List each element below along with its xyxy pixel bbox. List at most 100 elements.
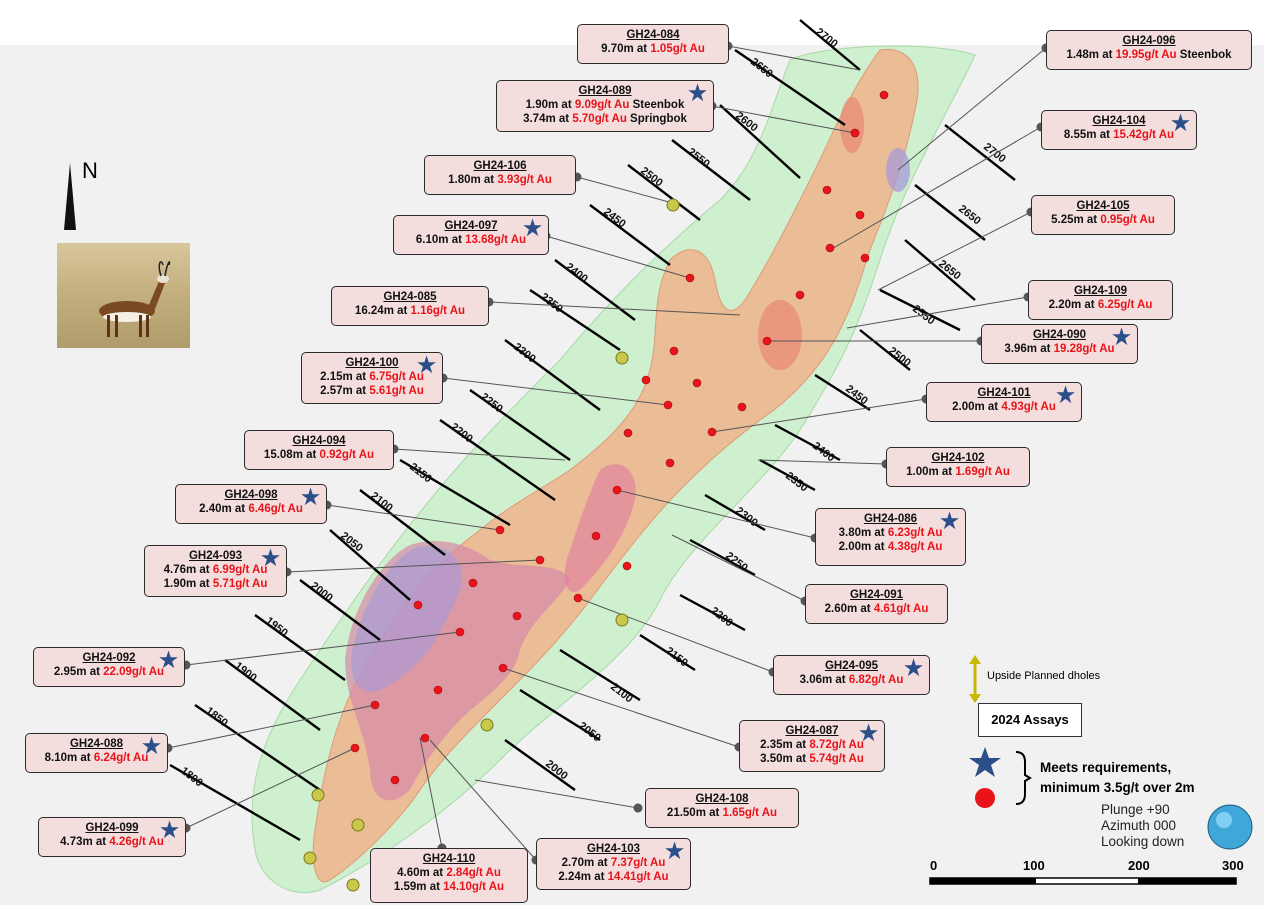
- intercept-width: 8.10m at: [44, 752, 94, 764]
- leader-line: [576, 176, 681, 206]
- intercept-line: 21.50m at 1.65g/t Au: [652, 806, 792, 820]
- star-icon: ★: [142, 735, 161, 758]
- hole-id: GH24-100: [345, 357, 399, 369]
- assay-intercept-dot: [822, 185, 832, 195]
- intercept-width: 2.15m at: [320, 371, 370, 383]
- hole-id: GH24-094: [292, 435, 346, 447]
- section-label: 2000: [543, 758, 570, 783]
- drillhole-callout: GH24-104 8.55m at 15.42g/t Au ★: [1041, 110, 1197, 150]
- drillhole-callout: GH24-088 8.10m at 6.24g/t Au ★: [25, 733, 168, 773]
- leader-line: [185, 631, 461, 666]
- drillhole-callout: GH24-093 4.76m at 6.99g/t Au 1.90m at 5.71…: [144, 545, 287, 597]
- section-label: 2050: [338, 530, 365, 555]
- section-label: 1950: [263, 615, 290, 640]
- intercept-line: 15.08m at 0.92g/t Au: [251, 448, 387, 462]
- intercept-grade: 5.74g/t Au: [809, 753, 864, 765]
- leader-line: [442, 377, 669, 406]
- intercept-line: 3.06m at 6.82g/t Au: [780, 673, 923, 687]
- leader-line: [711, 105, 856, 134]
- leader-line: [829, 126, 1042, 251]
- intercept-line: 2.40m at 6.46g/t Au: [182, 502, 320, 516]
- drillhole-callout: GH24-084 9.70m at 1.05g/t Au: [577, 24, 729, 64]
- drillhole-callout: GH24-097 6.10m at 13.68g/t Au ★: [393, 215, 549, 255]
- assay-intercept-dot: [413, 600, 423, 610]
- intercept-grade: 22.09g/t Au: [103, 666, 165, 678]
- drillhole-callout: GH24-109 2.20m at 6.25g/t Au: [1028, 280, 1173, 320]
- intercept-grade: 1.05g/t Au: [650, 43, 705, 55]
- plunge-label: Plunge +90: [1101, 802, 1170, 817]
- intercept-grade: 6.23g/t Au: [887, 527, 943, 539]
- star-icon: ★: [904, 657, 923, 680]
- leader-anchor: [633, 803, 643, 813]
- intercept-width: 4.60m at: [397, 867, 447, 879]
- leader-line: [577, 597, 774, 673]
- intercept-grade: 0.95g/t Au: [1100, 214, 1155, 226]
- intercept-line: 4.73m at 4.26g/t Au: [45, 835, 179, 849]
- intercept-width: 3.80m at: [838, 527, 888, 539]
- assay-intercept-dot: [390, 775, 400, 785]
- north-arrow: N: [60, 158, 110, 238]
- intercept-line: 2.60m at 4.61g/t Au: [812, 602, 941, 616]
- intercept-width: 2.57m at: [320, 385, 370, 397]
- section-line: [469, 389, 571, 461]
- intercept-width: 1.59m at: [393, 881, 444, 893]
- assay-intercept-dot: [622, 561, 632, 571]
- red-dot-legend-icon: [975, 788, 995, 808]
- section-line: [704, 493, 766, 532]
- leader-line: [727, 45, 861, 71]
- section-line: [299, 579, 381, 641]
- hole-id: GH24-093: [188, 550, 243, 562]
- intercept-grade: 5.70g/t Au: [572, 113, 627, 125]
- planned-hole-collar: [666, 198, 680, 212]
- intercept-line: 2.35m at 8.72g/t Au: [746, 738, 878, 752]
- star-icon: ★: [261, 547, 280, 570]
- hole-id: GH24-106: [473, 160, 527, 172]
- zone-name: Steenbok: [629, 99, 685, 111]
- intercept-line: 8.10m at 6.24g/t Au: [32, 751, 161, 765]
- star-icon: ★: [523, 217, 542, 240]
- section-line: [504, 739, 576, 791]
- intercept-line: 2.15m at 6.75g/t Au: [308, 370, 436, 384]
- intercept-line: 2.57m at 5.61g/t Au: [308, 384, 436, 398]
- drillhole-callout: GH24-090 3.96m at 19.28g/t Au ★: [981, 324, 1138, 364]
- intercept-grade: 1.65g/t Au: [722, 807, 778, 819]
- intercept-line: 3.74m at 5.70g/t Au Springbok: [503, 112, 707, 126]
- section-label: 2700: [813, 26, 840, 51]
- intercept-width: 21.50m at: [666, 807, 723, 819]
- section-line: [554, 259, 636, 321]
- leader-line: [393, 448, 566, 461]
- intercept-line: 2.24m at 14.41g/t Au: [543, 870, 684, 884]
- section-line: [439, 419, 556, 501]
- assay-intercept-dot: [420, 733, 430, 743]
- assay-intercept-dot: [455, 627, 465, 637]
- hole-id: GH24-098: [224, 489, 278, 501]
- section-label: 2350: [783, 470, 810, 495]
- intercept-grade: 4.93g/t Au: [1001, 401, 1056, 413]
- assays-2024-box: 2024 Assays: [978, 703, 1082, 737]
- intercept-line: 16.24m at 1.16g/t Au: [338, 304, 482, 318]
- intercept-width: 2.70m at: [561, 857, 611, 869]
- section-line: [519, 688, 601, 742]
- scale-segment-1: [930, 878, 1036, 884]
- scale-segment-3: [1138, 878, 1236, 884]
- leader-line: [167, 704, 376, 749]
- hole-id: GH24-091: [849, 589, 904, 601]
- north-label: N: [82, 158, 98, 183]
- section-line: [774, 423, 841, 462]
- intercept-line: 5.25m at 0.95g/t Au: [1038, 213, 1168, 227]
- planned-hole-collar: [346, 878, 360, 892]
- intercept-width: 1.90m at: [525, 99, 575, 111]
- hole-id: GH24-109: [1073, 285, 1128, 297]
- star-icon: ★: [1112, 326, 1131, 349]
- leader-line: [545, 235, 691, 279]
- intercept-line: 1.90m at 9.09g/t Au Steenbok: [503, 98, 707, 112]
- meets-requirements-text: Meets requirements, minimum 3.5g/t over …: [1040, 758, 1195, 798]
- high-grade-pod-north: [758, 300, 802, 370]
- leader-line: [326, 504, 501, 531]
- intercept-grade: 3.93g/t Au: [497, 174, 552, 186]
- assay-intercept-dot: [850, 128, 860, 138]
- hole-id: GH24-096: [1122, 35, 1176, 47]
- hole-id: GH24-085: [383, 291, 437, 303]
- scale-tick-0: 0: [930, 858, 938, 873]
